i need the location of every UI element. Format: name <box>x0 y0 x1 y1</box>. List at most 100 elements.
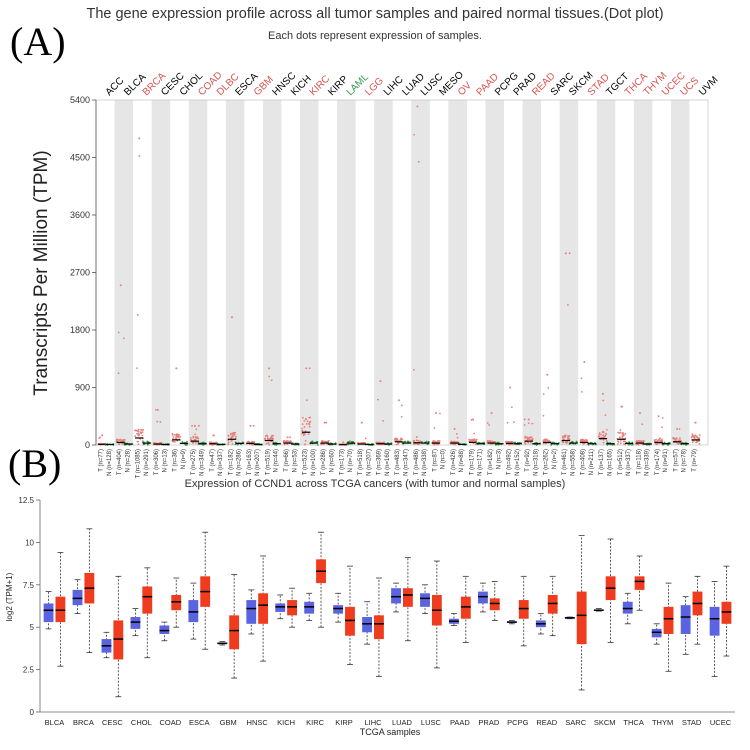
tumor-dot <box>395 443 398 446</box>
tumor-dot <box>308 425 311 428</box>
band-hnsc <box>262 100 282 445</box>
normal-count-label: N (n=286) <box>237 449 243 476</box>
tumor-dot <box>506 421 509 424</box>
band-skcm <box>559 100 579 445</box>
tumor-count-label: T (n=87) <box>432 449 438 472</box>
tumor-dot <box>159 442 161 444</box>
x-tick-label-hnsc: HNSC <box>247 718 269 727</box>
tumor-dot <box>268 367 271 370</box>
normal-box-kirc <box>304 601 315 614</box>
tumor-dot <box>233 433 236 436</box>
tumor-dot <box>676 428 679 431</box>
tumor-box-cesc <box>113 620 124 660</box>
tumor-dot <box>542 440 545 443</box>
normal-count-label: N (n=207) <box>255 449 261 476</box>
normal-dot <box>571 440 574 443</box>
tumor-dot <box>195 428 198 431</box>
tumor-dot <box>604 432 607 435</box>
tumor-dot <box>418 443 420 445</box>
tumor-dot <box>417 160 420 163</box>
tumor-dot <box>621 432 624 435</box>
normal-dot <box>181 441 184 443</box>
tumor-dot <box>474 439 477 442</box>
tumor-dot <box>307 422 310 425</box>
tumor-dot <box>530 436 533 438</box>
x-tick-label-chol: CHOL <box>131 718 152 727</box>
tumor-dot <box>469 439 472 442</box>
tumor-dot <box>136 367 138 370</box>
tumor-dot <box>507 440 510 443</box>
tumor-dot <box>416 105 419 108</box>
x-tick-label-cesc: CESC <box>102 718 123 727</box>
y-tick-label: 3600 <box>70 210 90 220</box>
panel-a-subtitle: Each dots represent expression of sample… <box>267 30 482 42</box>
normal-dot <box>427 440 430 443</box>
tumor-dot <box>307 433 310 436</box>
tumor-dot <box>679 437 681 440</box>
normal-count-label: N (n=337) <box>626 449 632 476</box>
tumor-box-sarc <box>576 591 587 645</box>
tumor-dot <box>415 436 418 438</box>
tumor-dot <box>564 252 567 255</box>
tumor-dot <box>190 438 192 441</box>
y-tick-label: 2700 <box>70 268 90 278</box>
normal-count-label: N (n=2) <box>552 449 558 469</box>
tumor-dot <box>383 441 386 444</box>
tumor-count-label: T (n=163) <box>247 449 253 475</box>
normal-count-label: N (n=60) <box>329 449 335 473</box>
normal-dot <box>347 443 350 446</box>
normal-box-lusc <box>420 593 430 607</box>
y-tick-label: 5 <box>30 623 35 632</box>
x-tick-label-brca: BRCA <box>73 718 94 727</box>
y-tick-label: 0 <box>85 440 90 450</box>
tumor-dot <box>134 435 137 438</box>
tumor-dot <box>302 434 305 437</box>
tumor-dot <box>528 437 531 440</box>
tumor-dot <box>142 429 145 431</box>
band-cesc <box>151 100 171 445</box>
band-tgct <box>596 100 616 445</box>
tumor-dot <box>306 420 309 423</box>
normal-count-label: N (n=78) <box>682 449 688 473</box>
tumor-dot <box>542 414 545 417</box>
normal-count-label: N (n=160) <box>385 449 391 476</box>
tumor-dot <box>638 440 640 442</box>
tumor-dot <box>189 436 192 439</box>
band-lusc <box>411 100 430 445</box>
tumor-dot <box>583 360 586 363</box>
x-tick-label-kirp: KIRP <box>335 718 353 727</box>
tumor-dot <box>268 375 271 378</box>
tumor-dot <box>490 412 493 415</box>
tumor-dot <box>119 284 122 287</box>
tumor-dot <box>486 422 489 424</box>
normal-dot <box>316 444 319 446</box>
tumor-dot <box>602 441 605 444</box>
tumor-dot <box>400 438 403 441</box>
tumor-dot <box>640 440 643 443</box>
normal-count-label: N (n=0) <box>441 449 447 469</box>
tumor-count-label: T (n=306) <box>154 449 160 475</box>
tumor-dot <box>471 438 474 441</box>
tumor-dot <box>361 442 363 444</box>
tumor-dot <box>566 441 569 444</box>
tumor-dot <box>230 437 232 439</box>
tumor-dot <box>249 424 252 427</box>
normal-box-prad <box>478 591 488 604</box>
band-esca <box>225 100 245 445</box>
normal-dot <box>402 441 404 443</box>
tumor-dot <box>122 442 124 445</box>
tumor-dot <box>194 441 197 444</box>
tumor-dot <box>691 433 694 436</box>
tumor-dot <box>562 437 564 439</box>
tumor-dot <box>450 440 453 443</box>
tumor-dot <box>598 433 601 436</box>
normal-box-thca <box>622 601 633 614</box>
tumor-dot <box>620 405 623 408</box>
tumor-dot <box>118 443 120 446</box>
tumor-count-label: T (n=369) <box>377 449 383 475</box>
tumor-dot <box>678 428 681 430</box>
normal-count-label: N (n=291) <box>144 449 150 476</box>
tumor-dot <box>655 438 658 441</box>
tumor-dot <box>272 434 274 437</box>
tumor-dot <box>432 440 434 443</box>
